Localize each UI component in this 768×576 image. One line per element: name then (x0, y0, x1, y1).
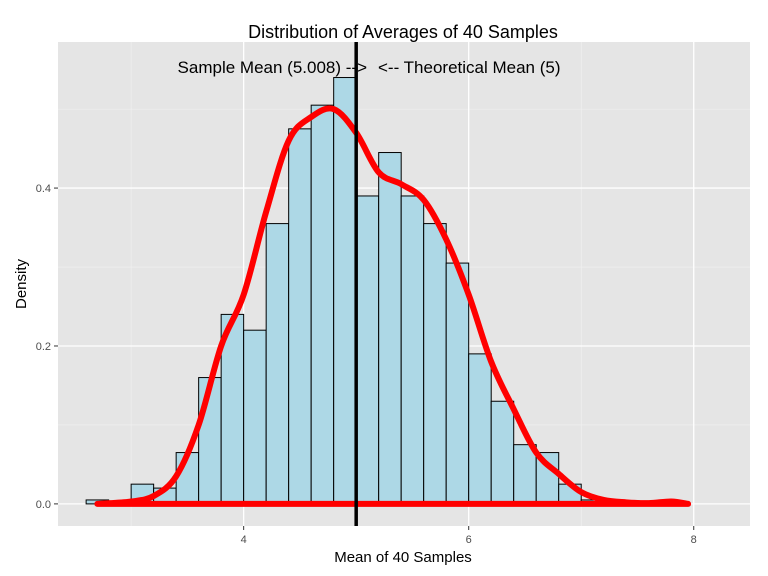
histogram-bar (355, 195, 380, 505)
x-tick-label: 4 (241, 534, 247, 546)
histogram-bar (423, 223, 447, 505)
y-tick-label: 0.4 (36, 183, 51, 195)
histogram-bar (400, 195, 425, 505)
histogram-bar (378, 152, 402, 505)
histogram-bar (288, 128, 312, 505)
histogram-bar (265, 223, 290, 505)
histogram-bar (513, 444, 537, 505)
histogram-bars (85, 77, 605, 505)
histogram-bar (490, 400, 515, 505)
chart-title: Distribution of Averages of 40 Samples (248, 22, 558, 42)
y-tick-label: 0.2 (36, 341, 51, 353)
histogram-bar (445, 262, 470, 505)
histogram-bar (468, 353, 492, 505)
histogram-bar (333, 77, 357, 505)
histogram-bar (243, 329, 267, 505)
x-tick-label: 6 (466, 534, 472, 546)
y-tick-label: 0.0 (36, 499, 51, 511)
x-axis-title: Mean of 40 Samples (334, 549, 472, 566)
x-tick-label: 8 (691, 534, 697, 546)
theoretical-mean-annotation: <-- Theoretical Mean (5) (378, 58, 561, 77)
histogram-bar (310, 104, 335, 505)
sample-mean-annotation: Sample Mean (5.008) --> (178, 58, 368, 77)
density-curve (94, 105, 692, 507)
axis-ticks: 4 6 8 0.0 0.2 0.4 (36, 183, 697, 546)
y-axis-title: Density (13, 258, 30, 309)
